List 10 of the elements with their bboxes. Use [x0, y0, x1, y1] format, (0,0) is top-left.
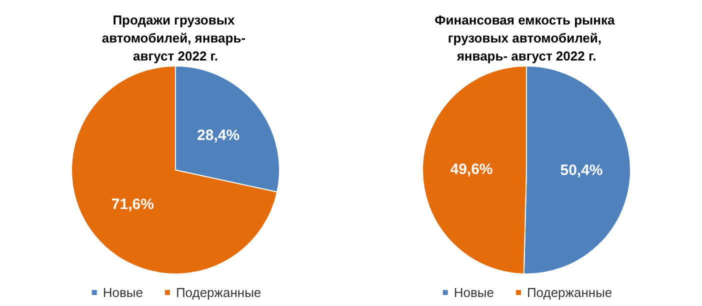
- data-label: 50,4%: [560, 162, 603, 180]
- chart-title: Продажи грузовых автомобилей, январь- август 2022 г.: [102, 12, 250, 64]
- legend-label: Подержанные: [526, 285, 612, 300]
- legend-label: Подержанные: [176, 285, 262, 300]
- data-label: 71,6%: [111, 196, 154, 214]
- legend-label: Новые: [102, 285, 143, 300]
- data-label: 28,4%: [197, 126, 240, 144]
- chart-title: Финансовая емкость рынка грузовых автомобилей, январь- август 2022 г.: [434, 12, 618, 64]
- legend-label: Новые: [454, 285, 494, 300]
- data-label: 49,6%: [450, 160, 493, 178]
